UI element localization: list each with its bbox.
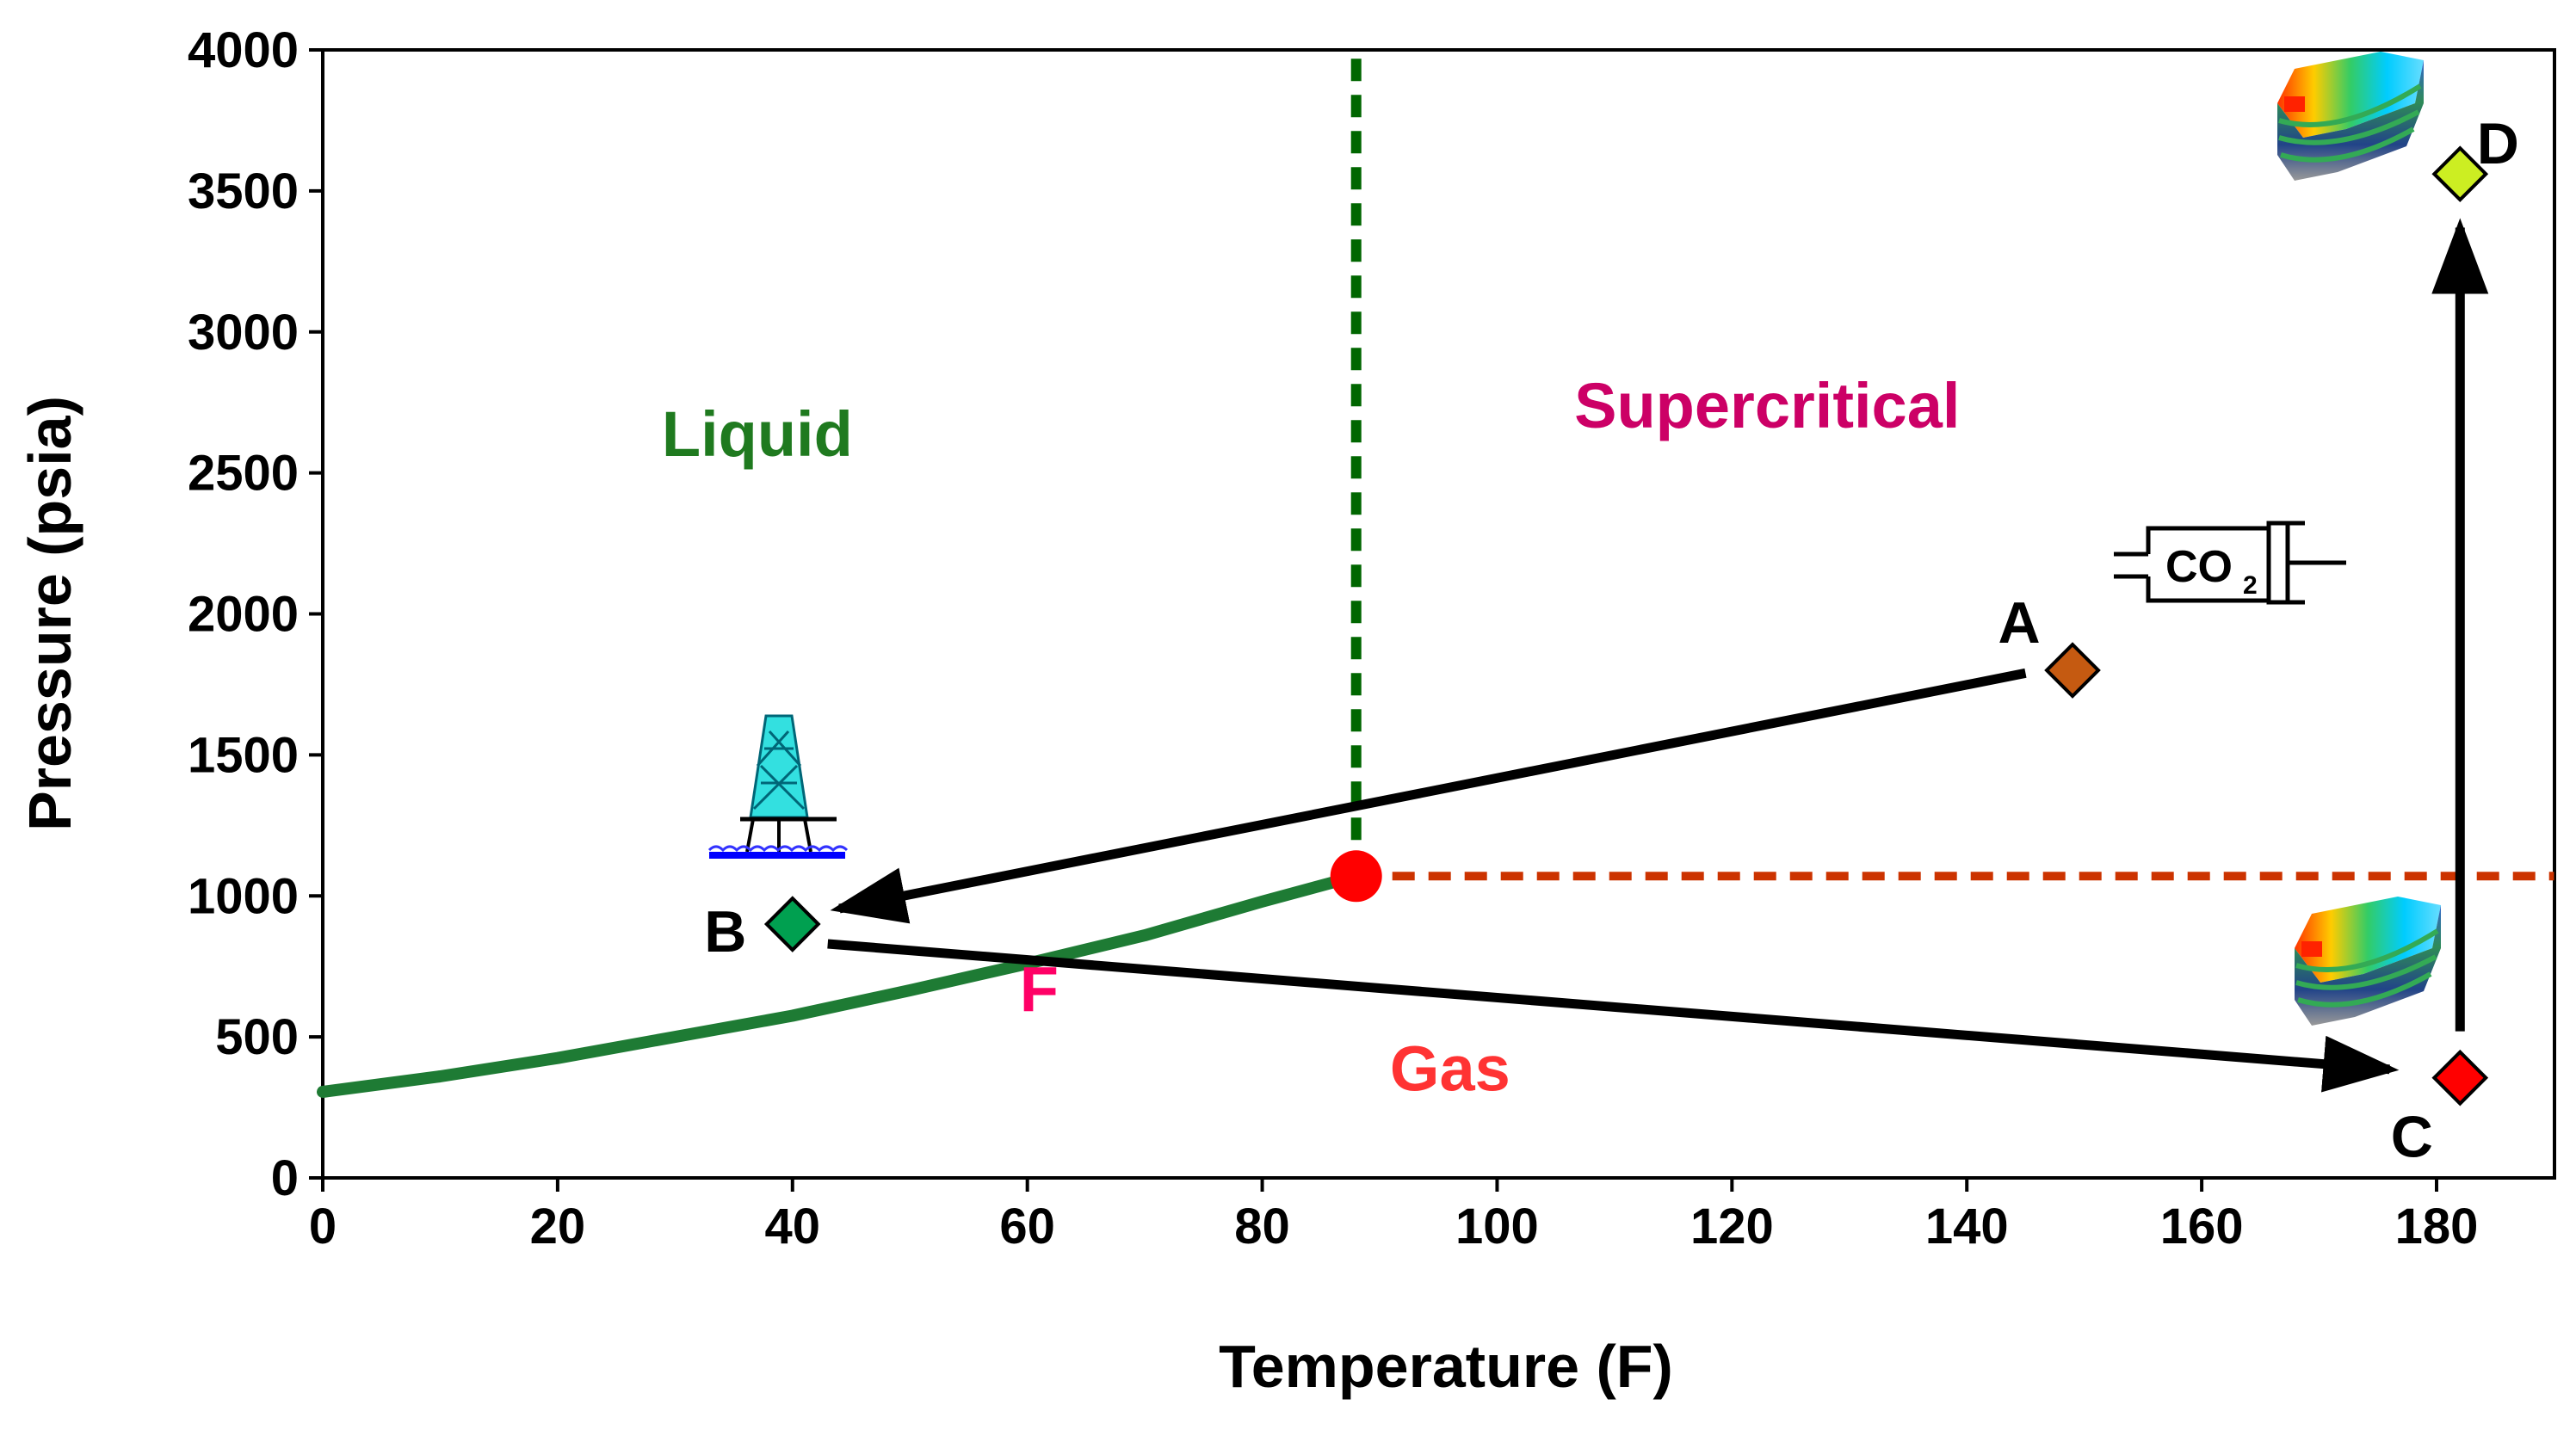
process-arrows	[827, 218, 2489, 1093]
critical-point-marker	[1330, 850, 1382, 903]
region-label-gas: Gas	[1390, 1032, 1510, 1104]
region-label-f: F	[1020, 954, 1059, 1026]
region-labels: Liquid Supercritical Gas F	[662, 370, 1961, 1104]
x-axis-title: Temperature (F)	[1219, 1333, 1673, 1400]
point-label-c: C	[2391, 1105, 2433, 1170]
point-label-b: B	[704, 899, 746, 965]
x-tick-label: 160	[2160, 1199, 2244, 1254]
process-arrow	[830, 668, 2027, 924]
x-tick-label: 80	[1234, 1199, 1290, 1254]
y-tick-label: 1500	[188, 727, 299, 783]
x-tick-label: 0	[309, 1199, 337, 1254]
y-tick-label: 1000	[188, 868, 299, 924]
y-axis-title: Pressure (psia)	[16, 396, 83, 831]
co2-label: CO	[2165, 542, 2233, 592]
point-marker-c	[2431, 1049, 2489, 1106]
x-axis-ticks: 0 20 40 60 80 100 120 140 160 180	[309, 1178, 2479, 1254]
drilling-rig-icon	[707, 714, 849, 859]
point-label-a: A	[1998, 590, 2040, 656]
process-arrow	[827, 939, 2400, 1093]
co2-compressor-icon: CO 2	[2114, 521, 2346, 605]
saturation-curve	[317, 870, 1362, 1098]
point-marker-d	[2431, 145, 2489, 203]
y-tick-label: 3000	[188, 305, 299, 361]
y-tick-label: 3500	[188, 163, 299, 219]
x-tick-label: 180	[2395, 1199, 2479, 1254]
reservoir-model-icon-top	[2277, 52, 2424, 181]
reference-lines	[1350, 50, 2554, 881]
x-tick-label: 40	[765, 1199, 821, 1254]
region-label-liquid: Liquid	[662, 398, 853, 470]
x-tick-label: 120	[1690, 1199, 1774, 1254]
x-tick-label: 140	[1925, 1199, 2009, 1254]
saturation-curve-group	[317, 850, 1382, 1098]
y-tick-label: 2000	[188, 587, 299, 643]
reservoir-model-icon-bottom	[2295, 897, 2441, 1026]
y-tick-label: 2500	[188, 446, 299, 502]
y-axis-ticks: 0 500 1000 1500 2000 2500 3000 3500 4000	[188, 22, 323, 1206]
x-tick-label: 60	[999, 1199, 1055, 1254]
x-tick-label: 100	[1455, 1199, 1539, 1254]
y-tick-label: 4000	[188, 22, 299, 78]
state-points: A B C D	[704, 111, 2519, 1169]
co2-subscript: 2	[2243, 571, 2258, 600]
x-tick-label: 20	[530, 1199, 586, 1254]
y-tick-label: 500	[215, 1009, 299, 1065]
region-label-supercritical: Supercritical	[1574, 370, 1960, 441]
point-marker-a	[2044, 642, 2101, 699]
point-label-d: D	[2477, 111, 2519, 176]
y-tick-label: 0	[271, 1150, 299, 1206]
point-marker-b	[763, 896, 821, 952]
plot-area	[321, 48, 2556, 1180]
